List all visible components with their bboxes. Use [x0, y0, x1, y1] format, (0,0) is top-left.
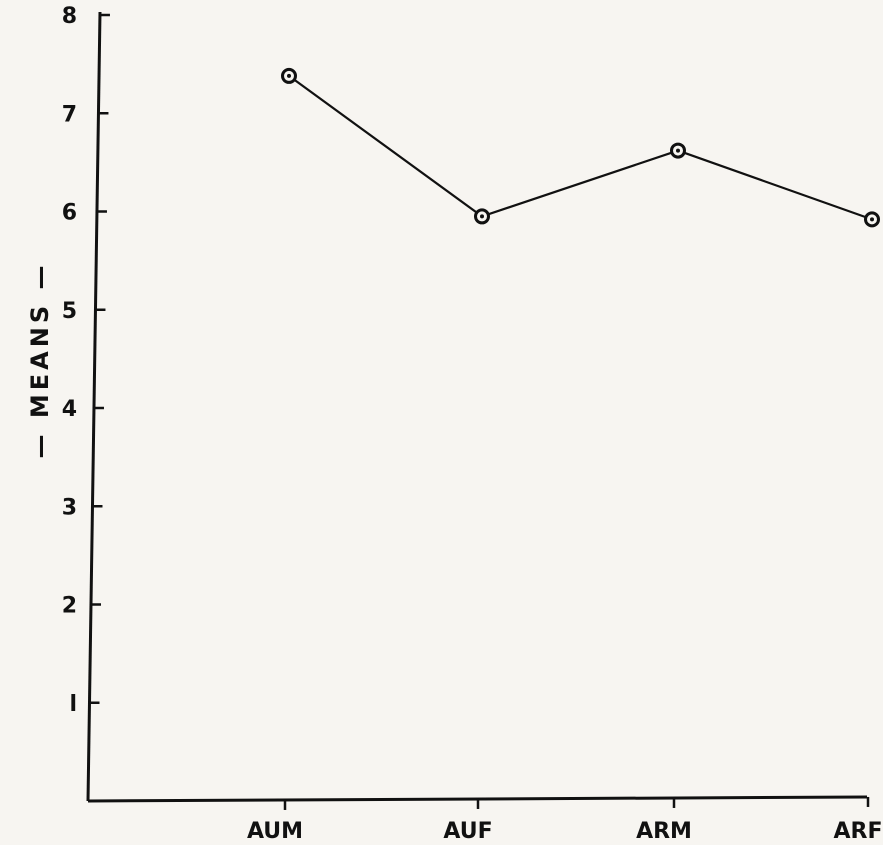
x-axis: AUM AUF ARM ARF [87, 795, 883, 844]
x-tick-label: ARF [834, 819, 883, 844]
y-tick-label: l [69, 692, 77, 717]
data-point-center [676, 148, 680, 153]
x-tick-label: ARM [636, 819, 692, 844]
y-tick-label: 4 [62, 397, 77, 422]
x-tick-label: AUF [443, 819, 492, 844]
y-tick-label: 2 [62, 594, 77, 619]
y-tick-label: 7 [62, 102, 77, 127]
data-point-center [287, 73, 291, 78]
y-tick-label: 8 [62, 4, 77, 29]
series [281, 67, 880, 228]
y-axis-label: — MEANS — [26, 262, 54, 459]
y-tick-label: 5 [62, 299, 77, 324]
y-tick-label: 3 [62, 495, 77, 520]
x-tick-label: AUM [247, 819, 303, 844]
data-point-center [870, 217, 874, 222]
y-axis: l 2 3 4 5 6 7 8 [62, 4, 110, 802]
series-line [288, 75, 873, 221]
y-axis-line [86, 11, 102, 802]
data-point-center [480, 214, 484, 219]
y-tick-label: 6 [62, 201, 77, 226]
